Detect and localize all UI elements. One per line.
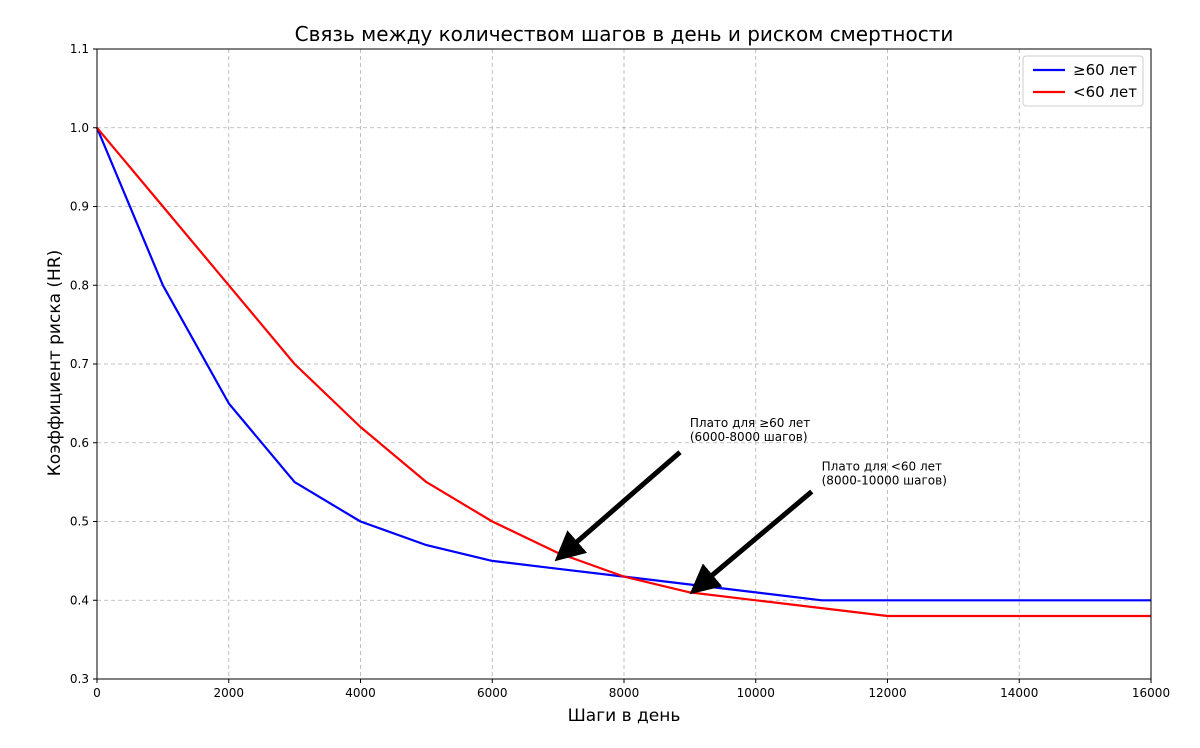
annotation-arrow xyxy=(554,450,682,562)
legend-label-0: ≥60 лет xyxy=(1073,61,1137,79)
annotations: Плато для ≥60 лет(6000-8000 шагов) Плато … xyxy=(554,416,947,595)
y-tick-label: 0.3 xyxy=(70,672,89,686)
x-tick-label: 2000 xyxy=(213,686,244,700)
y-axis-label: Коэффициент риска (HR) xyxy=(45,250,65,477)
y-tick-label: 0.8 xyxy=(70,278,89,292)
series-line-1 xyxy=(96,127,1151,618)
x-tick-label: 6000 xyxy=(477,686,508,700)
legend-box xyxy=(1022,55,1144,107)
grid xyxy=(96,48,1152,680)
y-tick-label: 1.0 xyxy=(70,121,89,135)
annotation-text: Плато для <60 лет xyxy=(822,459,942,473)
y-tick-label: 0.6 xyxy=(70,436,89,450)
x-tick-label: 16000 xyxy=(1132,686,1170,700)
axis-ticks: 0 2000 4000 6000 8000 10000 12000 14000 16000 0.3… xyxy=(70,42,1170,700)
legend-label-1: <60 лет xyxy=(1073,83,1137,101)
y-tick-label: 0.7 xyxy=(70,357,89,371)
y-tick-label: 0.9 xyxy=(70,200,89,214)
y-tick-label: 1.1 xyxy=(70,42,89,56)
annotation-arrow xyxy=(689,489,814,595)
x-tick-label: 10000 xyxy=(737,686,775,700)
y-tick-label: 0.4 xyxy=(70,593,89,607)
annotation-text: (8000-10000 шагов) xyxy=(822,473,947,487)
annotation-text: (6000-8000 шагов) xyxy=(690,430,808,444)
x-tick-label: 8000 xyxy=(609,686,640,700)
y-tick-label: 0.5 xyxy=(70,515,89,529)
chart-title: Связь между количеством шагов в день и р… xyxy=(295,22,954,46)
x-tick-label: 14000 xyxy=(1000,686,1038,700)
x-tick-label: 0 xyxy=(93,686,101,700)
series-layer xyxy=(95,127,1151,618)
annotation-text: Плато для ≥60 лет xyxy=(690,416,810,430)
x-tick-label: 12000 xyxy=(868,686,906,700)
legend: ≥60 лет <60 лет xyxy=(1022,55,1144,107)
x-axis-label: Шаги в день xyxy=(568,706,681,726)
x-tick-label: 4000 xyxy=(345,686,376,700)
